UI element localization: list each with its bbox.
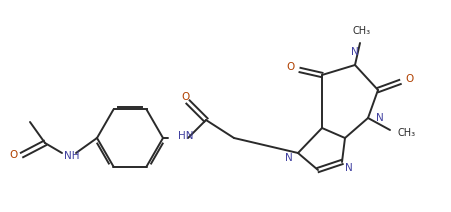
Text: O: O <box>405 74 413 84</box>
Text: NH: NH <box>64 151 79 161</box>
Text: N: N <box>345 163 353 173</box>
Text: N: N <box>376 113 384 123</box>
Text: O: O <box>10 150 18 160</box>
Text: N: N <box>285 153 293 163</box>
Text: CH₃: CH₃ <box>398 128 416 138</box>
Text: N: N <box>351 47 359 57</box>
Text: O: O <box>182 92 190 102</box>
Text: O: O <box>287 62 295 72</box>
Text: HN: HN <box>178 131 193 141</box>
Text: CH₃: CH₃ <box>353 26 371 36</box>
